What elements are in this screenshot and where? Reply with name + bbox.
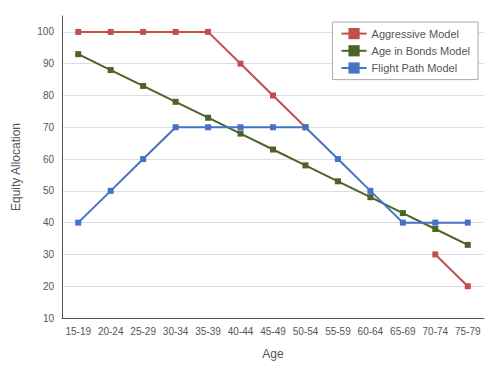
svg-text:35-39: 35-39 <box>195 326 221 337</box>
svg-text:Flight Path Model: Flight Path Model <box>372 62 458 74</box>
svg-text:Equity Allocation: Equity Allocation <box>9 123 23 211</box>
svg-text:80: 80 <box>43 90 55 101</box>
svg-text:90: 90 <box>43 58 55 69</box>
svg-text:10: 10 <box>43 313 55 324</box>
svg-text:55-59: 55-59 <box>325 326 351 337</box>
svg-text:45-49: 45-49 <box>260 326 286 337</box>
svg-text:100: 100 <box>37 26 54 37</box>
svg-text:50-54: 50-54 <box>293 326 319 337</box>
svg-text:Age: Age <box>262 347 284 361</box>
svg-text:15-19: 15-19 <box>65 326 91 337</box>
svg-text:Aggressive Model: Aggressive Model <box>372 28 459 40</box>
svg-text:60: 60 <box>43 154 55 165</box>
svg-text:60-64: 60-64 <box>358 326 384 337</box>
svg-text:40: 40 <box>43 217 55 228</box>
svg-text:40-44: 40-44 <box>228 326 254 337</box>
svg-text:70: 70 <box>43 122 55 133</box>
svg-text:75-79: 75-79 <box>455 326 481 337</box>
svg-text:30: 30 <box>43 249 55 260</box>
svg-text:65-69: 65-69 <box>390 326 416 337</box>
svg-text:30-34: 30-34 <box>163 326 189 337</box>
svg-text:25-29: 25-29 <box>130 326 156 337</box>
svg-text:Age in Bonds Model: Age in Bonds Model <box>372 45 470 57</box>
svg-text:20: 20 <box>43 281 55 292</box>
svg-text:20-24: 20-24 <box>98 326 124 337</box>
svg-text:70-74: 70-74 <box>423 326 449 337</box>
svg-text:50: 50 <box>43 185 55 196</box>
